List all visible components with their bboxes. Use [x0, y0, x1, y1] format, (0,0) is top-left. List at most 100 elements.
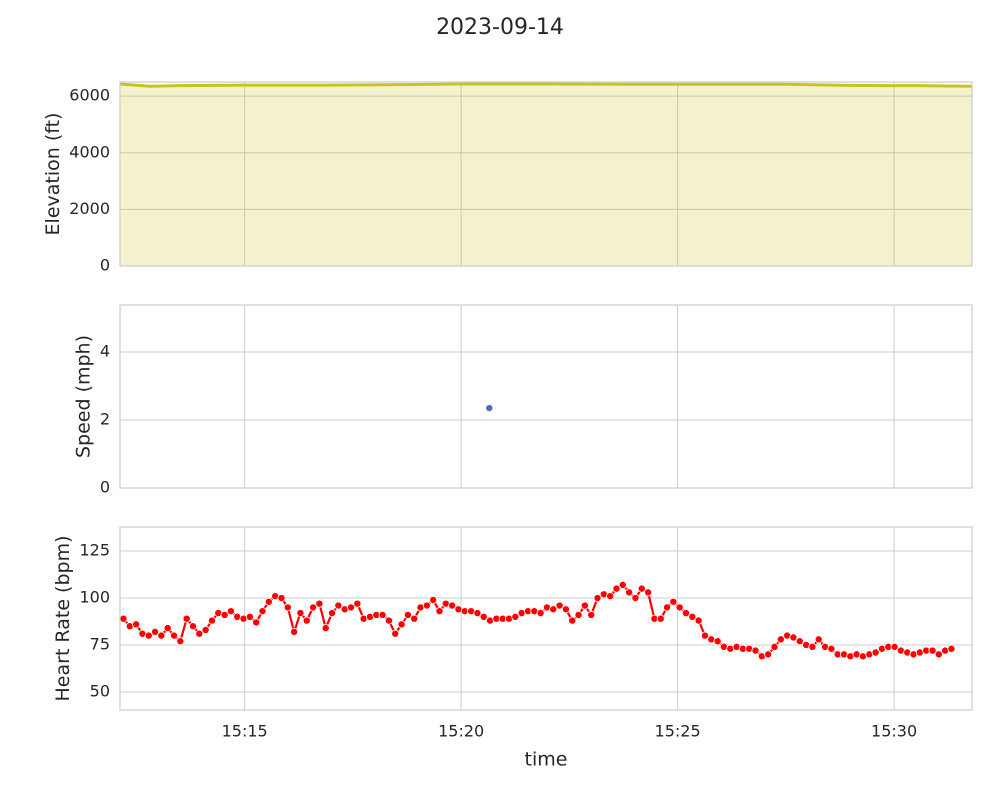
data-point [309, 603, 318, 612]
data-point [808, 642, 817, 651]
y-axis-label: Speed (mph) [72, 335, 94, 458]
data-point [195, 629, 204, 638]
y-axis-label: Heart Rate (bpm) [52, 536, 74, 702]
data-point [625, 588, 634, 597]
plot-area [120, 305, 972, 488]
data-point [302, 616, 311, 625]
data-point [789, 633, 798, 642]
data-point [656, 614, 665, 623]
data-point [353, 599, 362, 608]
data-point [245, 612, 254, 621]
data-point [549, 605, 558, 614]
subplot: 0 2 4 Speed (mph) [72, 304, 973, 497]
data-point [776, 635, 785, 644]
plot-frame [119, 526, 973, 711]
data-point [264, 597, 273, 606]
y-axis-label: Elevation (ft) [42, 113, 64, 236]
data-point [675, 603, 684, 612]
data-point [814, 635, 823, 644]
data-point [119, 614, 128, 623]
data-point [226, 607, 235, 616]
subplot: 50 75 100 125 15:15 15:20 15:25 15:30 Heart Rate… [52, 526, 973, 771]
y-tick-label: 0 [100, 256, 110, 275]
data-point [277, 594, 286, 603]
data-point [403, 610, 412, 619]
data-point [770, 642, 779, 651]
data-point [700, 631, 709, 640]
data-point [328, 609, 337, 618]
data-point [157, 631, 166, 640]
data-point [258, 607, 267, 616]
data-point [618, 580, 627, 589]
y-tick-label: 75 [90, 634, 110, 653]
data-point [580, 601, 589, 610]
y-tick-label: 125 [79, 541, 110, 560]
y-tick-label: 2 [100, 409, 110, 428]
data-point [170, 631, 179, 640]
x-tick-label: 15:15 [222, 722, 268, 741]
figure-title: 2023-09-14 [436, 15, 564, 40]
y-tick-label: 4000 [69, 142, 110, 161]
data-point [347, 603, 356, 612]
data-point [207, 616, 216, 625]
data-point [751, 646, 760, 655]
data-point [694, 616, 703, 625]
data-point [511, 612, 520, 621]
data-point [410, 614, 419, 623]
data-point [391, 629, 400, 638]
data-point [220, 610, 229, 619]
data-point [827, 644, 836, 653]
data-point [928, 646, 937, 655]
data-point [688, 612, 697, 621]
data-point [163, 624, 172, 633]
data-point [201, 625, 210, 634]
data-point [334, 601, 343, 610]
data-point [290, 627, 299, 636]
data-point [151, 627, 160, 636]
data-point [795, 637, 804, 646]
data-point [593, 594, 602, 603]
data-point [890, 642, 899, 651]
data-point [283, 603, 292, 612]
data-point [871, 648, 880, 657]
data-point [422, 601, 431, 610]
data-point [448, 601, 457, 610]
y-tick-label: 6000 [69, 86, 110, 105]
area-line [119, 82, 973, 88]
y-tick-label: 100 [79, 588, 110, 607]
data-point [637, 584, 646, 593]
data-point [397, 620, 406, 629]
y-tick-label: 4 [100, 341, 110, 360]
scatter-point [485, 404, 494, 412]
y-tick-label: 0 [100, 478, 110, 497]
subplot: 0 2000 4000 6000 Elevation (ft) [42, 81, 973, 275]
data-point [384, 616, 393, 625]
data-point [296, 609, 305, 618]
data-point [764, 650, 773, 659]
data-point [144, 631, 153, 640]
data-point [555, 601, 564, 610]
data-point [682, 609, 691, 618]
data-point [663, 603, 672, 612]
x-tick-label: 15:20 [438, 722, 484, 741]
data-point [561, 605, 570, 614]
plot-area [120, 82, 972, 266]
data-point [947, 644, 956, 653]
data-point [536, 609, 545, 618]
data-point [315, 599, 324, 608]
data-point [612, 584, 621, 593]
data-point [631, 594, 640, 603]
data-point [435, 607, 444, 616]
data-point [188, 622, 197, 631]
data-point [176, 637, 185, 646]
data-point [574, 610, 583, 619]
area-fill [120, 83, 972, 266]
y-tick-label: 2000 [69, 199, 110, 218]
plot-frame [119, 304, 973, 489]
data-point [606, 592, 615, 601]
data-point [644, 588, 653, 597]
data-point [479, 612, 488, 621]
data-point [669, 597, 678, 606]
data-point [568, 616, 577, 625]
